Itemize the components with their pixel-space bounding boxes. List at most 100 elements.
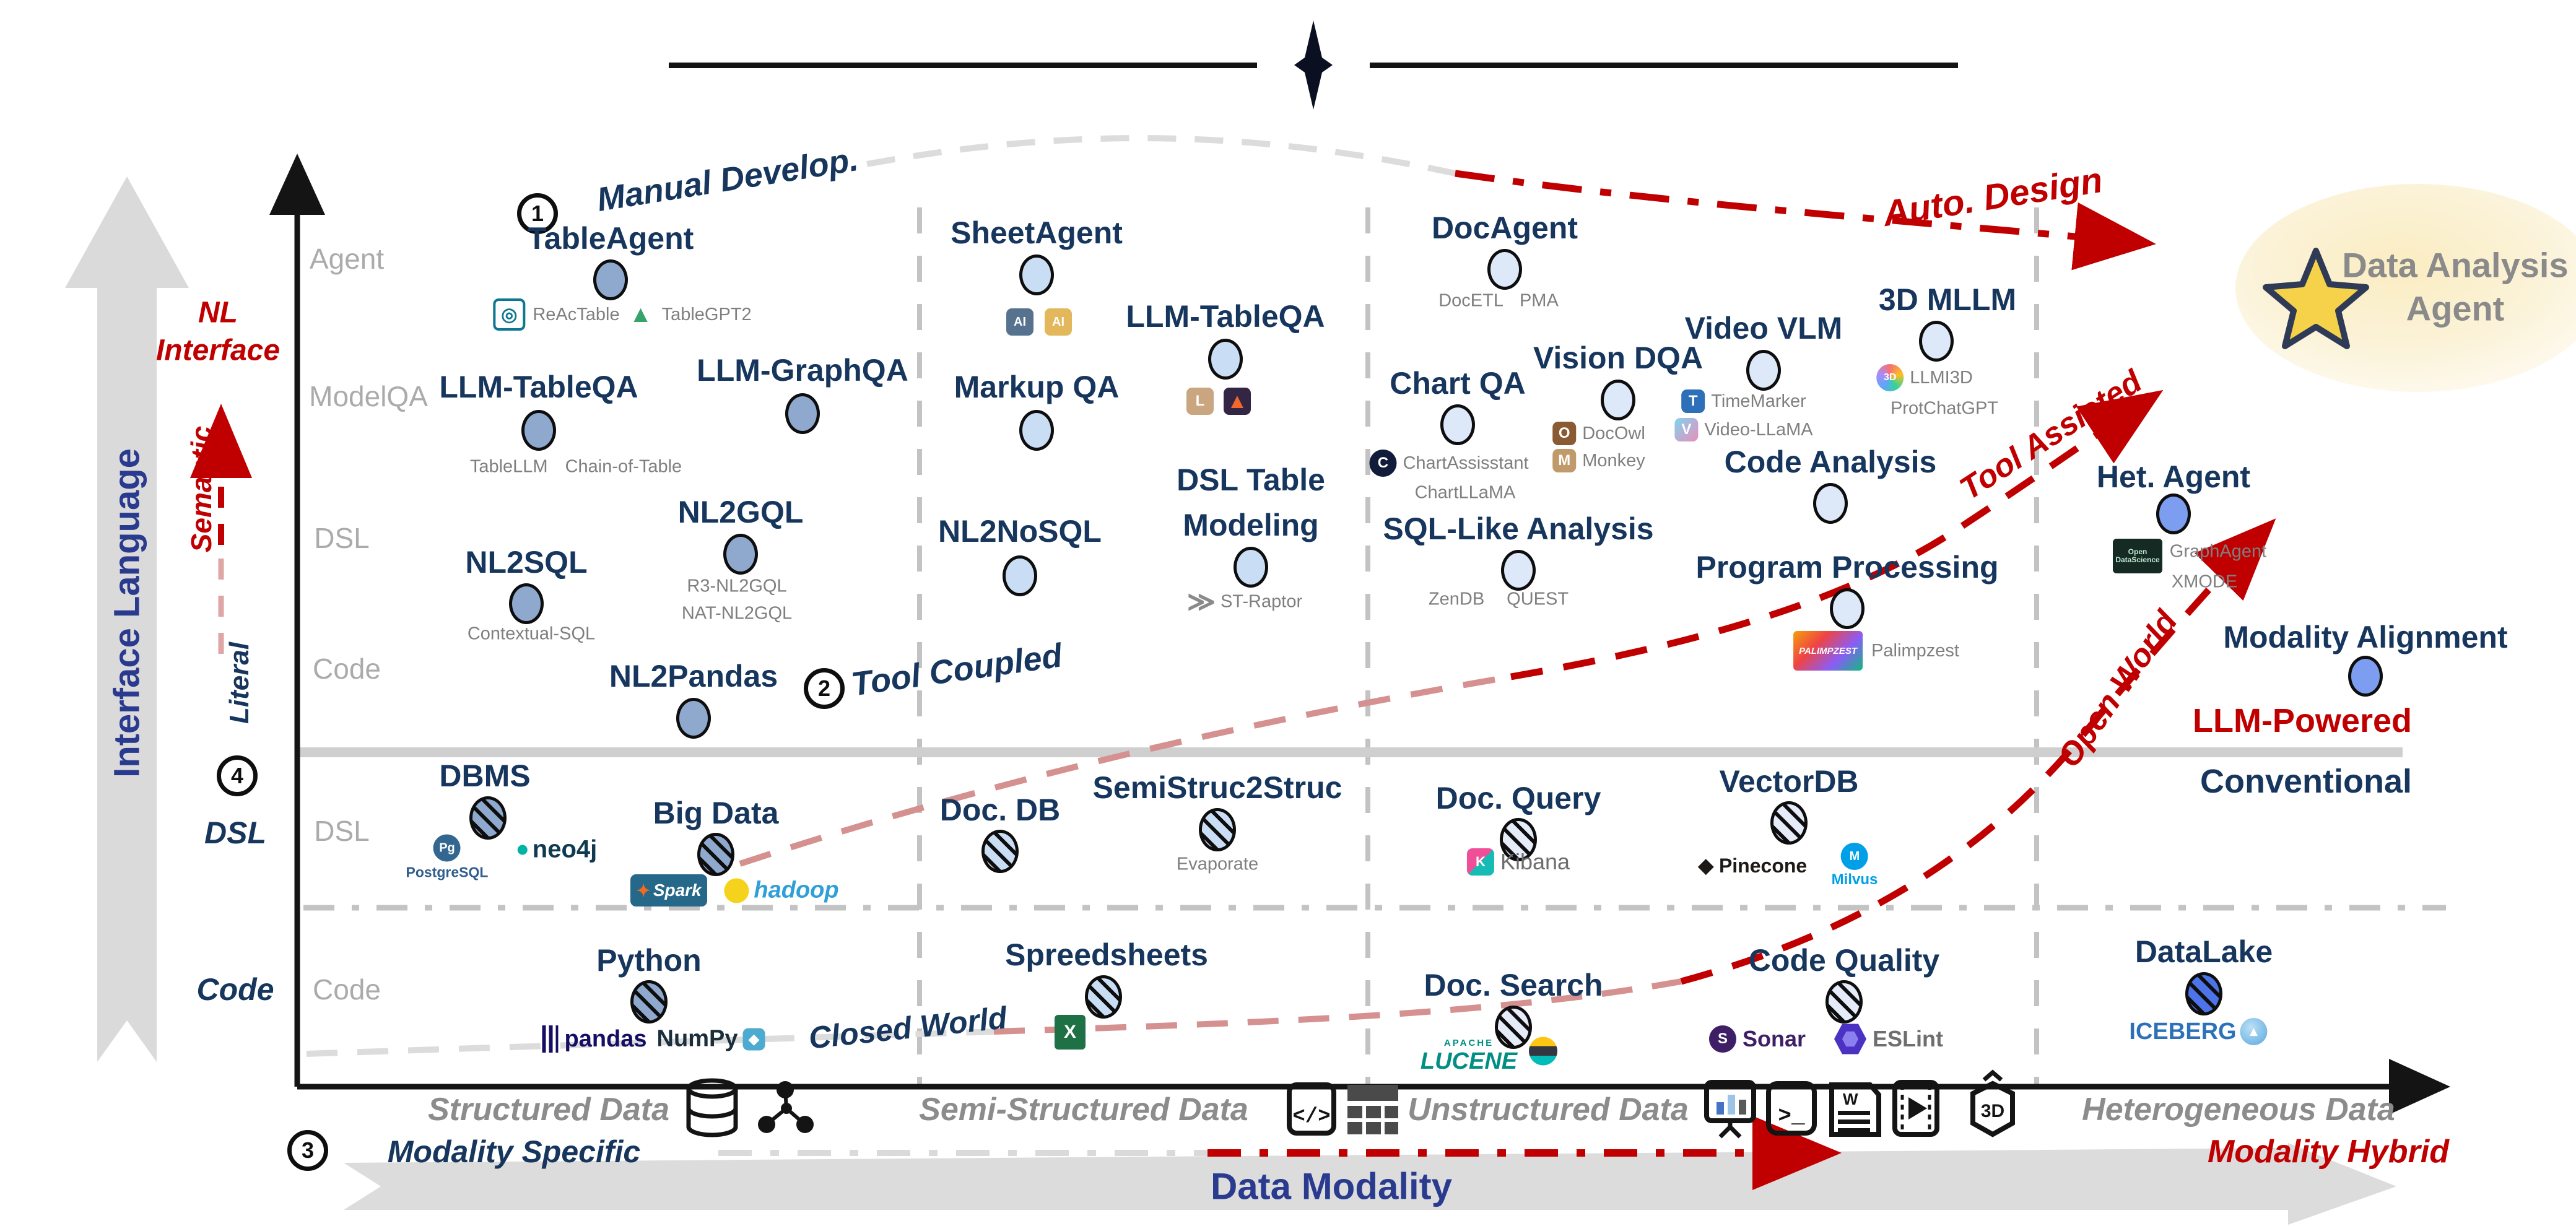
- point-label-chart-qa: Chart QA: [1390, 366, 1526, 401]
- terminal-icon: >_: [1766, 1081, 1817, 1136]
- reactable-icon: ◎: [493, 298, 526, 331]
- graph-data-icon: [758, 1081, 814, 1133]
- sheetagent-robot2-icon: AI: [1045, 308, 1072, 336]
- open-world-curve: [1680, 518, 2276, 985]
- point-label-nl2sql: NL2SQL: [465, 545, 588, 580]
- sub-label-pandas: pandas: [564, 1025, 647, 1052]
- point-label-3d-mllm: 3D MLLM: [1878, 282, 2017, 317]
- point-label-code-analysis: Code Analysis: [1724, 445, 1937, 479]
- nl-interface-label-line2: Interface: [155, 334, 281, 367]
- tool-coupled-curve: [739, 674, 1512, 867]
- sub-label-reactable: ReAcTable: [533, 304, 620, 324]
- numpy-icon: ◆: [742, 1028, 765, 1050]
- point-dot-vision-dqa: [1601, 380, 1635, 420]
- x-category-semi-structured: Semi-Structured Data: [919, 1092, 1248, 1128]
- point-dot-llm-graphqa: [785, 393, 820, 434]
- llama-icon: L: [1186, 388, 1214, 415]
- sonar-icon: S: [1708, 1025, 1736, 1053]
- hadoop-icon: [724, 878, 749, 903]
- point-label-llm-graphqa: LLM-GraphQA: [697, 353, 908, 388]
- sub-label-tablegpt2: TableGPT2: [661, 304, 752, 324]
- literal-label: Literal: [224, 641, 255, 724]
- row-label-modelqa: ModelQA: [309, 380, 428, 412]
- postgresql-icon: Pg: [433, 834, 461, 862]
- conventional-label: Conventional: [2200, 763, 2413, 800]
- point-label-markup-qa: Markup QA: [954, 370, 1120, 404]
- svg-text:W: W: [1843, 1090, 1858, 1108]
- database-icon: [686, 1078, 738, 1137]
- point-dot-doc-search: [1495, 1006, 1532, 1049]
- goal-ellipse: [2235, 184, 2576, 392]
- sub-label-graphagent: GraphAgent: [2169, 541, 2267, 562]
- modality-hybrid-label: Modality Hybrid: [2207, 1134, 2450, 1170]
- excel-icon: X: [1055, 1015, 1086, 1050]
- sub-label-r3-nl2gql: R3-NL2GQL: [687, 576, 787, 596]
- point-label-doc-db: Doc. DB: [939, 793, 1061, 827]
- sub-label-apache: APACHE: [1443, 1038, 1494, 1048]
- point-dot-semistruc2struc: [1199, 808, 1236, 851]
- sub-label-timemarker: TimeMarker: [1711, 391, 1806, 411]
- x-category-structured: Structured Data: [427, 1092, 670, 1128]
- video-llama-icon: V: [1674, 418, 1699, 441]
- goal-title-line1: Data Analysis: [2342, 245, 2569, 285]
- eslint-icon: [1834, 1024, 1866, 1054]
- data-modality-arrow: [344, 1143, 2396, 1225]
- timemarker-icon: T: [1681, 389, 1705, 413]
- point-dot-sheetagent: [1019, 254, 1054, 295]
- sub-label-tablellm: TableLLM: [469, 456, 548, 477]
- monkey-icon: M: [1552, 449, 1577, 472]
- dsl-axis-label: DSL: [204, 815, 266, 850]
- point-label-llm-tableqa: LLM-TableQA: [439, 370, 638, 404]
- chartassisstant-icon: C: [1369, 450, 1397, 477]
- svg-text:3D: 3D: [1981, 1101, 2004, 1121]
- threed-icon: 3D: [1970, 1069, 2015, 1137]
- sub-label-quest: QUEST: [1507, 589, 1569, 609]
- sub-label-iceberg: ICEBERG: [2129, 1018, 2237, 1045]
- pandas-icon: [542, 1025, 559, 1053]
- milvus-icon: M: [1841, 843, 1868, 870]
- point-dot-chart-qa: [1440, 404, 1475, 445]
- sub-label-llmi3d: LLMI3D: [1910, 367, 1973, 388]
- code-file-icon: </>: [1287, 1082, 1336, 1136]
- point-dot-python: [630, 980, 668, 1024]
- auto-design-curve: [1455, 170, 2156, 271]
- spark-logo: ✦ Spark: [630, 874, 707, 906]
- point-dot-datalake: [2185, 972, 2222, 1015]
- point-label-program-processing: Program Processing: [1695, 550, 1999, 585]
- nl-interface-label-line1: NL: [198, 296, 238, 329]
- point-dot-program-processing: [1830, 588, 1865, 629]
- circled-number-1: 1: [517, 193, 558, 234]
- sub-label-pma: PMA: [1519, 290, 1559, 311]
- sub-label-chain-of-table: Chain-of-Table: [565, 456, 682, 477]
- goal-title-line2: Agent: [2406, 289, 2505, 328]
- point-dot-llm-tableqa: [521, 410, 556, 451]
- code-axis-label: Code: [196, 972, 274, 1007]
- point-dot-dbms: [469, 796, 507, 840]
- point-label-modality-alignment: Modality Alignment: [2223, 620, 2508, 654]
- row-label-agent: Agent: [309, 243, 385, 275]
- sub-label-kibana: Kibana: [1500, 849, 1570, 874]
- point-label-python: Python: [596, 943, 702, 978]
- tool-assisted-curve: [1510, 389, 2164, 680]
- sub-label-neo4j: neo4j: [532, 835, 598, 863]
- sub-label-sonar: Sonar: [1742, 1026, 1806, 1051]
- interface-language-arrow: [65, 176, 189, 1062]
- point-dot-big-data: [697, 833, 734, 876]
- top-star-icon: [1294, 20, 1333, 110]
- point-label-dbms: DBMS: [439, 759, 531, 793]
- sub-label-hadoop: hadoop: [754, 877, 839, 903]
- point-dot-nl2nosql: [1003, 555, 1037, 596]
- sub-label-chartllama: ChartLLaMA: [1414, 482, 1516, 503]
- sub-label-numpy: NumPy: [656, 1025, 738, 1052]
- sub-label-postgresql: PostgreSQL: [406, 864, 489, 880]
- point-dot-nl2pandas: [676, 698, 711, 739]
- point-dot-video-vlm: [1746, 350, 1781, 391]
- sub-label-eslint: ESLint: [1873, 1026, 1943, 1051]
- point-dot-tableagent: [593, 259, 628, 300]
- open-datascience-logo: Open DataScience: [2113, 539, 2162, 573]
- semantic-label: Semantic: [185, 425, 217, 553]
- point-dot-nl2gql: [723, 534, 758, 575]
- chart-board-icon: [1704, 1080, 1756, 1139]
- point-label-doc-search: Doc. Search: [1424, 968, 1603, 1002]
